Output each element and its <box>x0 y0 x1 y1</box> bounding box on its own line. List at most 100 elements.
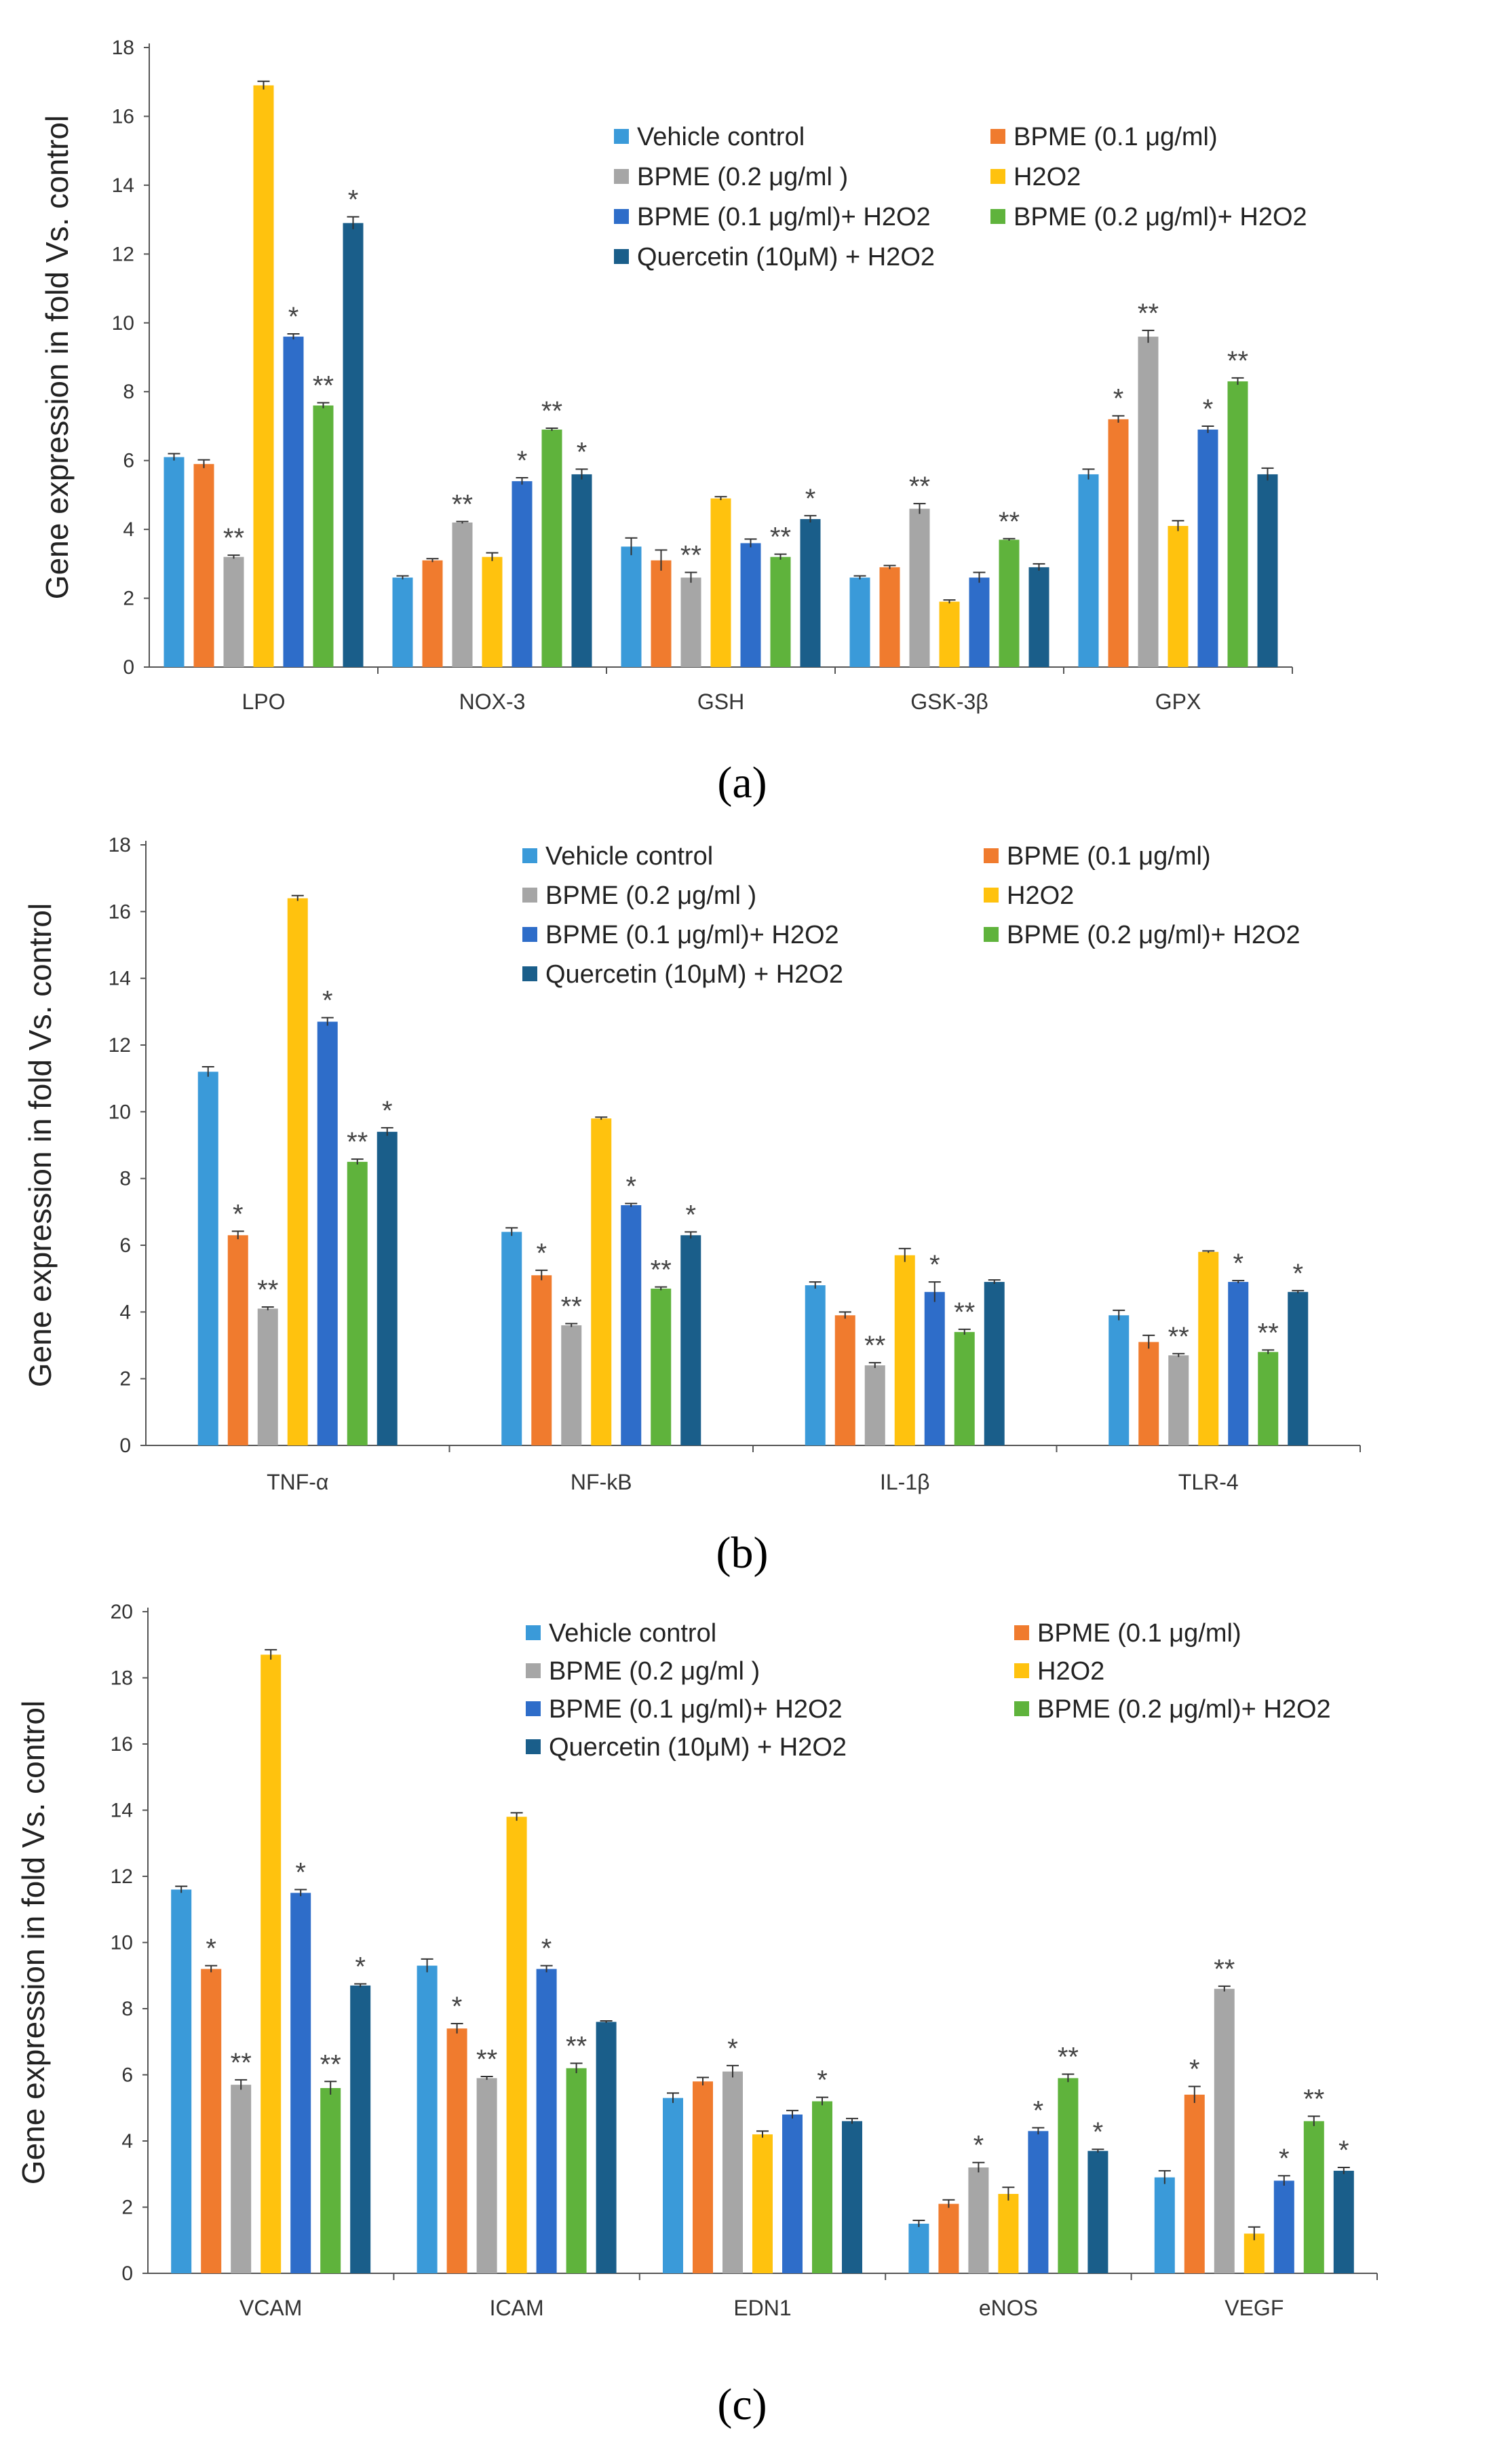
panel-b-y-tick-label: 0 <box>119 1435 131 1457</box>
panel-a-bar <box>939 601 960 667</box>
panel-b-bar <box>531 1275 552 1445</box>
panel-c-significance-mark: ** <box>566 2031 587 2061</box>
panel-c-significance-mark: * <box>1093 2117 1104 2147</box>
panel-a-bar <box>343 223 364 667</box>
panel-b-bar <box>984 1282 1005 1445</box>
panel-c-significance-mark: * <box>973 2131 984 2161</box>
panel-a-bar <box>1197 430 1218 667</box>
panel-b-bar <box>347 1162 368 1445</box>
panel-c-bar <box>596 2022 617 2273</box>
panel-a-bar <box>651 560 672 667</box>
panel-c-significance-mark: ** <box>320 2049 341 2079</box>
panel-a-category-label: NOX-3 <box>459 689 526 714</box>
panel-c-bar <box>201 1969 222 2273</box>
panel-c-bar <box>1028 2131 1049 2273</box>
panel-b-y-tick-label: 4 <box>119 1301 131 1323</box>
panel-b-legend-label: BPME (0.2 μg/ml)+ H2O2 <box>1007 921 1300 949</box>
panel-a-significance-mark: ** <box>770 523 791 552</box>
panel-a-bar <box>1257 474 1278 667</box>
panel-a-bar <box>1138 337 1159 667</box>
panel-a-bar <box>969 577 990 667</box>
panel-c-y-axis-title: Gene expression in fold Vs. control <box>16 1701 51 2184</box>
panel-a-significance-mark: ** <box>223 523 244 553</box>
panel-b-bar <box>1168 1355 1189 1445</box>
panel-a-bar <box>452 522 473 667</box>
panel-a-significance-mark: ** <box>313 371 334 400</box>
panel-b-y-tick-label: 2 <box>119 1368 131 1390</box>
panel-a-legend-label: BPME (0.1 μg/ml) <box>1014 123 1218 151</box>
panel-b-category-label: IL-1β <box>880 1470 930 1494</box>
panel-b-bar <box>621 1205 642 1445</box>
panel-a-bar <box>909 508 930 667</box>
panel-c-legend-swatch <box>526 1625 541 1640</box>
panel-a-bar <box>1078 474 1099 667</box>
panel-b-legend-swatch <box>984 848 999 863</box>
panel-c-y-tick-label: 2 <box>121 2197 133 2219</box>
panel-a-bar <box>571 474 592 667</box>
panel-c-legend-swatch <box>1014 1625 1029 1640</box>
panel-c-category-label: VCAM <box>239 2296 302 2320</box>
panel-c-legend-swatch <box>526 1739 541 1754</box>
panel-a-bar <box>800 518 821 667</box>
panel-c-bar <box>350 1985 371 2273</box>
panel-c-bar <box>476 2078 497 2273</box>
panel-a-y-tick-label: 4 <box>123 518 134 541</box>
panel-a-significance-mark: * <box>577 437 587 467</box>
panel-c-bar <box>998 2194 1019 2273</box>
panel-a-category-label: GSH <box>697 689 744 714</box>
panel-c-bar <box>782 2115 803 2273</box>
panel-b-bar <box>805 1285 826 1445</box>
panel-b-legend-label: Vehicle control <box>545 842 713 871</box>
panel-b-bar <box>1258 1352 1279 1445</box>
panel-b-legend-swatch <box>522 888 537 903</box>
panel-b-legend-label: Quercetin (10μM) + H2O2 <box>545 960 843 989</box>
panel-b-legend-swatch <box>984 927 999 942</box>
panel-b-y-tick-label: 10 <box>109 1101 131 1123</box>
panel-a-legend-label: BPME (0.2 μg/ml ) <box>637 163 848 191</box>
panel-c-chart: 0 2 4 6 8 10 12 14 16 18 20 Gene expression in fold… <box>16 1601 1378 2429</box>
panel-a-y-tick-label: 16 <box>112 105 134 128</box>
panel-b-significance-mark: ** <box>257 1275 278 1305</box>
panel-b-bar <box>651 1288 672 1445</box>
panel-c-bar <box>290 1893 311 2273</box>
panel-a-bar <box>512 481 533 667</box>
panel-c-category-label: ICAM <box>490 2296 544 2320</box>
panel-a-bar <box>1227 381 1248 667</box>
panel-a-bar <box>1108 419 1129 667</box>
panel-c-significance-mark: * <box>1338 2136 1349 2165</box>
panel-b-legend-swatch <box>522 966 537 981</box>
panel-a-significance-mark: ** <box>1227 346 1248 376</box>
panel-a-legend-swatch <box>990 129 1005 144</box>
panel-a-bar <box>253 85 274 668</box>
panel-a-bar <box>770 556 791 667</box>
panel-c-significance-mark: ** <box>1214 1954 1235 1984</box>
panel-c-bar <box>842 2121 862 2273</box>
panel-b-bar <box>257 1308 278 1445</box>
panel-b-significance-mark: * <box>536 1238 547 1268</box>
panel-b-significance-mark: * <box>929 1250 940 1280</box>
panel-a-y-tick-label: 2 <box>123 588 134 610</box>
panel-b-legend-swatch <box>984 888 999 903</box>
panel-c-bar <box>536 1969 557 2273</box>
panel-a-bar <box>422 560 443 667</box>
panel-a-bar <box>710 498 731 667</box>
panel-a-bar <box>740 543 761 667</box>
panel-c-legend-swatch <box>526 1663 541 1678</box>
panel-c-legend-label: Vehicle control <box>549 1619 716 1648</box>
panel-b-bar <box>227 1235 248 1445</box>
panel-c-significance-mark: * <box>1033 2096 1044 2126</box>
panel-b-legend-swatch <box>522 848 537 863</box>
panel-b-bar <box>317 1021 338 1445</box>
panel-a-bar <box>223 556 244 667</box>
panel-b-bar <box>1228 1282 1249 1445</box>
panel-b-bar <box>834 1315 855 1445</box>
panel-c-category-label: EDN1 <box>733 2296 791 2320</box>
panel-a-category-label: GPX <box>1155 689 1201 714</box>
panel-c-bar <box>1333 2170 1354 2273</box>
panel-c-y-tick-label: 12 <box>111 1865 133 1888</box>
panel-c-y-tick-label: 14 <box>111 1800 133 1822</box>
panel-c-legend-swatch <box>1014 1663 1029 1678</box>
panel-c-significance-mark: * <box>1279 2144 1290 2174</box>
panel-b-significance-mark: * <box>1292 1259 1303 1289</box>
panel-b-significance-mark: ** <box>954 1297 975 1327</box>
